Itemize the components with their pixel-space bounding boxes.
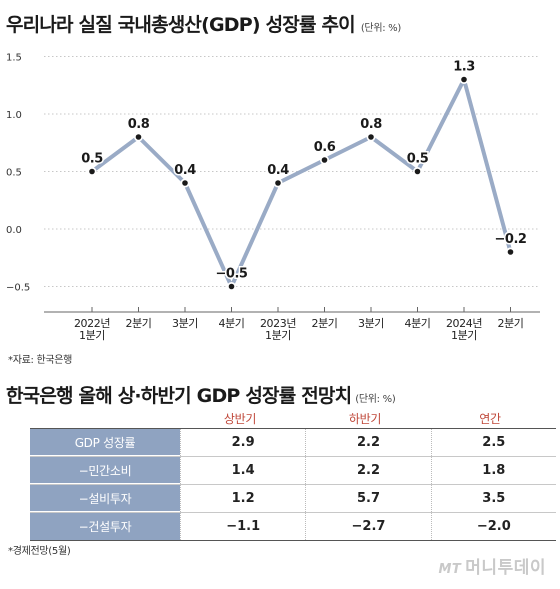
data-point: [182, 180, 188, 186]
table-row: −건설투자 −1.1 −2.7 −2.0: [30, 513, 556, 541]
x-tick-label: 3분기: [172, 317, 198, 330]
table-cell: 2.5: [430, 429, 556, 456]
table-cell: 2.9: [180, 429, 305, 456]
data-point: [275, 180, 281, 186]
table-cell: 1.4: [180, 457, 305, 484]
x-tick-label: 2022년: [74, 317, 110, 330]
table-cell: 5.7: [305, 485, 430, 512]
data-point: [135, 134, 142, 140]
column-header-first-half: 상반기: [223, 412, 257, 426]
table-cell: −2.0: [430, 513, 556, 540]
row-label: −건설투자: [30, 513, 180, 540]
x-tick-label: 2024년: [446, 317, 482, 330]
series-line: [90, 77, 513, 289]
column-header-second-half: 하반기: [348, 412, 382, 426]
data-label: 0.5: [407, 152, 429, 167]
row-label: GDP 성장률: [30, 429, 180, 456]
forecast-table: GDP 성장률 2.9 2.2 2.5 −민간소비 1.4 2.2 1.8 −설…: [30, 428, 556, 541]
table-title: 한국은행 올해 상·하반기 GDP 성장률 전망치 (단위: %): [6, 381, 396, 408]
table-cell: 2.2: [305, 457, 430, 484]
data-point: [321, 157, 328, 163]
data-label: 0.5: [81, 152, 103, 167]
x-tick-label: 2분기: [311, 317, 337, 330]
data-label: −0.5: [216, 267, 248, 282]
table-cell: 1.8: [430, 457, 556, 484]
y-tick-label: 1.5: [6, 53, 22, 64]
chart-title: 우리나라 실질 국내총생산(GDP) 성장률 추이 (단위: %): [6, 10, 401, 37]
data-label: −0.2: [495, 232, 527, 247]
data-label: 1.3: [453, 60, 475, 75]
row-label: −설비투자: [30, 485, 180, 512]
chart-unit: (단위: %): [360, 23, 401, 34]
data-point: [228, 283, 235, 290]
x-tick-label: 2분기: [125, 317, 151, 330]
data-point: [368, 134, 374, 140]
y-tick-label: 0.0: [6, 225, 22, 236]
logo-name: 머니투데이: [465, 558, 546, 578]
row-label: −민간소비: [30, 457, 180, 484]
logo-mark: MT: [438, 562, 462, 577]
table-title-text: 한국은행 올해 상·하반기 GDP 성장률 전망치: [6, 385, 352, 407]
data-label: 0.4: [174, 163, 196, 178]
x-tick-label: 1분기: [79, 329, 105, 342]
table-unit: (단위: %): [355, 394, 396, 405]
x-tick-label: 2023년: [260, 317, 296, 330]
table-cell: 2.2: [305, 429, 430, 456]
x-tick-label: 1분기: [451, 329, 477, 342]
data-label: 0.8: [128, 117, 150, 132]
chart-title-text: 우리나라 실질 국내총생산(GDP) 성장률 추이: [6, 14, 356, 36]
data-label: 0.8: [360, 117, 382, 132]
table-source: *경제전망(5월): [8, 546, 71, 557]
y-tick-label: 0.5: [6, 168, 22, 179]
x-tick-label: 3분기: [358, 317, 384, 330]
table-cell: 3.5: [430, 485, 556, 512]
table-row: −민간소비 1.4 2.2 1.8: [30, 457, 556, 485]
table-cell: −1.1: [180, 513, 305, 540]
x-tick-label: 2분기: [497, 317, 523, 330]
table-row: −설비투자 1.2 5.7 3.5: [30, 485, 556, 513]
chart-source: *자료: 한국은행: [8, 355, 73, 366]
y-tick-label: −0.5: [6, 283, 30, 294]
data-point: [89, 168, 95, 175]
data-point: [414, 168, 421, 175]
data-label: 0.6: [314, 140, 336, 155]
data-point: [507, 249, 514, 255]
data-point: [461, 76, 467, 83]
table-cell: −2.7: [305, 513, 430, 540]
x-tick-label: 1분기: [265, 329, 291, 342]
y-tick-label: 1.0: [6, 110, 22, 121]
x-tick-label: 4분기: [404, 317, 430, 330]
table-row: GDP 성장률 2.9 2.2 2.5: [30, 429, 556, 457]
table-cell: 1.2: [180, 485, 305, 512]
data-label: 0.4: [267, 163, 289, 178]
publisher-logo: MT 머니투데이: [438, 553, 546, 578]
x-tick-label: 4분기: [218, 317, 244, 330]
column-header-annual: 연간: [479, 412, 501, 426]
